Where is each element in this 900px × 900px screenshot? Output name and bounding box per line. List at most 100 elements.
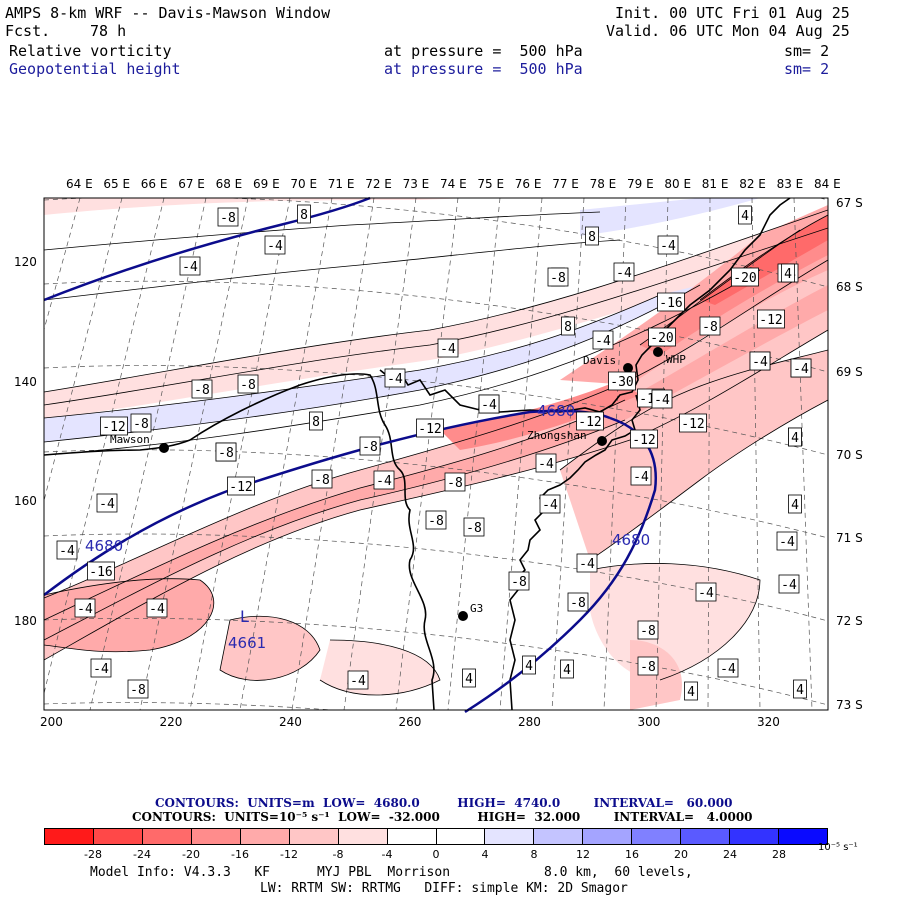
station-mawson-label: Mawson [110, 433, 150, 446]
vorticity-label: 4 [788, 427, 802, 447]
longitude-tick-label: 66 E [140, 177, 168, 191]
vorticity-label: -4 [347, 670, 369, 690]
colorbar-cell [583, 829, 633, 844]
longitude-tick-label: 65 E [103, 177, 131, 191]
latitude-tick-label: 72 S [836, 614, 863, 628]
longitude-tick-label: 79 E [627, 177, 654, 191]
vorticity-label: -8 [425, 510, 447, 530]
svg-text:-4: -4 [93, 662, 109, 677]
vorticity-label: -12 [416, 418, 444, 438]
colorbar-tick-label: -4 [381, 848, 393, 861]
x-tick-label: 220 [159, 715, 183, 729]
svg-text:-12: -12 [632, 433, 655, 448]
svg-text:-4: -4 [752, 355, 768, 370]
svg-text:-8: -8 [240, 378, 256, 393]
colorbar-cell [142, 829, 192, 844]
init-time: Init. 00 UTC Fri 01 Aug 25 [615, 4, 850, 22]
colorbar-tick-label: 4 [481, 848, 489, 861]
vorticity-label: -12 [630, 429, 658, 449]
longitude-tick-label: 81 E [701, 177, 729, 191]
svg-text:-16: -16 [89, 565, 112, 580]
vorticity-label: -8 [311, 469, 333, 489]
station-davis-marker [623, 363, 633, 373]
svg-text:4: 4 [465, 672, 473, 687]
svg-text:8: 8 [300, 208, 308, 223]
x-tick-label: 260 [398, 715, 422, 729]
svg-text:-4: -4 [538, 457, 554, 472]
colorbar-units: 10⁻⁵ s⁻¹ [818, 842, 858, 853]
latitude-tick-label: 67 S [836, 196, 863, 210]
vorticity-label: -4 [373, 470, 395, 490]
x-tick-label: 240 [279, 715, 302, 729]
vorticity-label: -12 [757, 309, 785, 329]
vorticity-label: 4 [560, 659, 574, 679]
vorticity-label: -4 [613, 262, 635, 282]
station-g3-marker [458, 611, 468, 621]
colorbar-cell [191, 829, 241, 844]
svg-text:8: 8 [564, 320, 572, 335]
vorticity-label: 4 [684, 681, 698, 701]
station-zhongshan-marker [597, 436, 607, 446]
station-davis-label: Davis [583, 354, 616, 367]
station-labels: Mawson Davis WHP Zhongshan G3 [110, 353, 686, 615]
vorticity-label: 4 [793, 679, 807, 699]
svg-text:-20: -20 [650, 331, 673, 346]
colorbar-tick-label: 12 [576, 848, 590, 861]
colorbar-cell [779, 829, 827, 844]
vorticity-label: -4 [535, 453, 557, 473]
svg-text:-8: -8 [640, 624, 656, 639]
map-fill-layer [44, 198, 828, 710]
vorticity-label: -20 [731, 267, 759, 287]
vorticity-label: -4 [695, 582, 717, 602]
valid-time: Valid. 06 UTC Mon 04 Aug 25 [606, 22, 850, 40]
svg-text:-8: -8 [428, 514, 444, 529]
station-whp-label: WHP [666, 353, 686, 366]
svg-text:-4: -4 [698, 586, 714, 601]
vorticity-label: -4 [56, 540, 78, 560]
svg-text:-4: -4 [720, 662, 736, 677]
latitude-tick-label: 73 S [836, 698, 863, 712]
vorticity-label: -4 [74, 598, 96, 618]
svg-text:-4: -4 [616, 266, 632, 281]
station-mawson-marker [159, 443, 169, 453]
svg-text:-20: -20 [733, 271, 756, 286]
vorticity-label: -8 [567, 592, 589, 612]
svg-text:-12: -12 [102, 420, 125, 435]
latitude-tick-label: 69 S [836, 365, 863, 379]
colorbar-cell [93, 829, 143, 844]
svg-text:4: 4 [791, 431, 799, 446]
height-label: 4680 [612, 531, 650, 549]
longitude-tick-label: 69 E [253, 177, 280, 191]
model-physics: LW: RRTM SW: RRTMG DIFF: simple KM: 2D S… [260, 881, 628, 896]
vorticity-label: -4 [778, 574, 800, 594]
vorticity-label: -4 [146, 598, 168, 618]
svg-text:-4: -4 [781, 578, 797, 593]
svg-text:-4: -4 [633, 470, 649, 485]
forecast-hour: 78 h [90, 22, 127, 40]
vorticity-label: 4 [522, 655, 536, 675]
map-frame [43, 197, 829, 711]
field1-level: at pressure = 500 hPa [384, 42, 583, 60]
vorticity-label: -4 [776, 531, 798, 551]
longitude-tick-label: 78 E [589, 177, 617, 191]
svg-text:4: 4 [525, 659, 533, 674]
svg-text:-4: -4 [595, 334, 611, 349]
colorbar-tick-label: 20 [674, 848, 688, 861]
svg-text:-30: -30 [610, 375, 633, 390]
svg-text:8: 8 [312, 415, 320, 430]
vorticity-label: -4 [539, 494, 561, 514]
colorbar-cell [534, 829, 584, 844]
svg-text:-8: -8 [702, 320, 718, 335]
vorticity-label-layer: -8 8 -4 -4 8 4 -4 4 -4 -16 -20 -20 -4 -8 -12 -4 8 -4 -4 -30… [56, 204, 812, 701]
colorbar-tick-label: -28 [84, 848, 102, 861]
vorticity-label: 8 [561, 316, 575, 336]
svg-text:-4: -4 [440, 342, 456, 357]
x-tick-label: 320 [757, 715, 780, 729]
svg-text:-8: -8 [218, 446, 234, 461]
svg-text:4: 4 [687, 685, 695, 700]
svg-text:-12: -12 [229, 480, 252, 495]
colorbar-cell [45, 829, 94, 844]
colorbar-cell [681, 829, 731, 844]
